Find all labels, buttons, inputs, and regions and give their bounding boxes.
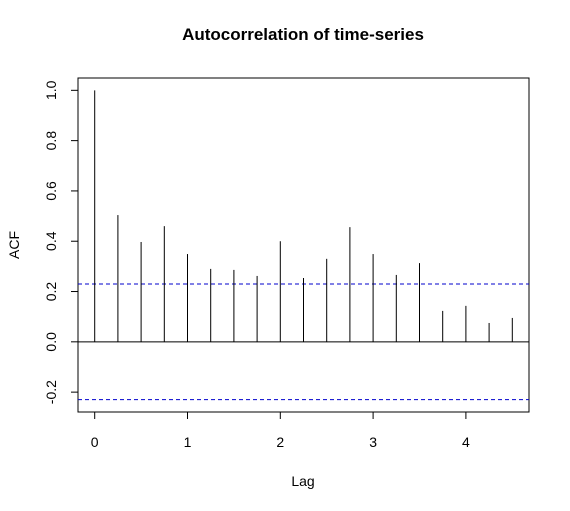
y-tick-label: 0.8 (43, 131, 59, 151)
y-tick-label: 1.0 (43, 80, 59, 100)
x-tick-label: 1 (184, 434, 192, 450)
y-tick-label: 0.6 (43, 181, 59, 201)
y-tick-label: 0.0 (43, 332, 59, 352)
x-tick-label: 2 (276, 434, 284, 450)
x-axis-label: Lag (291, 473, 314, 489)
y-axis-label: ACF (6, 231, 22, 259)
chart-title: Autocorrelation of time-series (182, 25, 424, 44)
y-tick-label: 0.2 (43, 282, 59, 302)
x-tick-label: 4 (462, 434, 470, 450)
y-tick-label: 0.4 (43, 231, 59, 251)
x-tick-label: 0 (91, 434, 99, 450)
plot-frame (77, 77, 530, 413)
x-tick-label: 3 (369, 434, 377, 450)
y-tick-label: -0.2 (43, 380, 59, 404)
